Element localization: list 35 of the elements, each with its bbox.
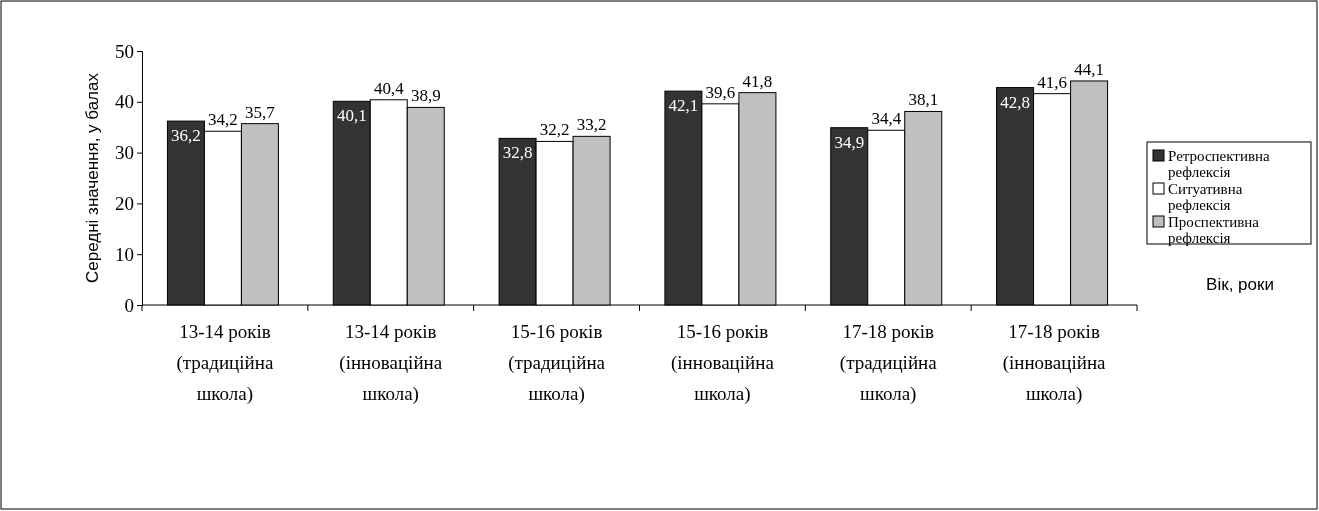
data-label: 40,1 [336, 106, 367, 126]
data-label: 42,8 [1000, 92, 1030, 112]
x-tick-label: 13-14 років (традиційна школа) [176, 321, 274, 405]
data-label: 33,2 [576, 115, 607, 135]
y-tick-label: 50 [115, 40, 134, 62]
y-tick-label: 40 [115, 91, 134, 113]
data-label: 34,9 [834, 132, 865, 152]
data-label: 36,2 [171, 126, 201, 146]
x-axis-title: Вік, роки [1206, 275, 1274, 294]
y-tick-label: 20 [115, 192, 134, 214]
data-label: 39,6 [705, 82, 736, 102]
data-label: 42,1 [668, 96, 699, 116]
y-axis-title: Середні значення, у балах [83, 72, 102, 283]
legend-label: Ситуативна рефлексія [1168, 181, 1243, 213]
legend-label: Ретроспективна рефлексія [1168, 148, 1271, 180]
y-tick-label: 30 [115, 142, 134, 164]
y-tick-label: 0 [124, 294, 134, 316]
data-label: 41,6 [1037, 72, 1067, 92]
data-label: 41,8 [742, 71, 773, 91]
x-tick-label: 17-18 років (традиційна школа) [839, 321, 938, 405]
data-label: 34,4 [871, 109, 902, 129]
data-label: 38,1 [908, 90, 939, 110]
x-tick-label: 15-16 років (традиційна школа) [508, 321, 606, 405]
x-tick-label: 13-14 років (інноваційна школа) [339, 321, 443, 405]
data-label: 32,2 [539, 120, 570, 140]
y-tick-label: 10 [115, 243, 134, 265]
data-label: 35,7 [245, 102, 276, 122]
legend-label: Проспективна рефлексія [1168, 214, 1260, 246]
data-label: 44,1 [1074, 59, 1104, 79]
data-label: 38,9 [410, 86, 441, 106]
x-tick-label: 15-16 років (інноваційна школа) [671, 321, 775, 405]
data-label: 32,8 [502, 143, 533, 163]
data-label: 40,4 [373, 78, 405, 98]
data-label: 34,2 [208, 110, 238, 130]
x-tick-label: 17-18 років (інноваційна школа) [1002, 321, 1107, 405]
